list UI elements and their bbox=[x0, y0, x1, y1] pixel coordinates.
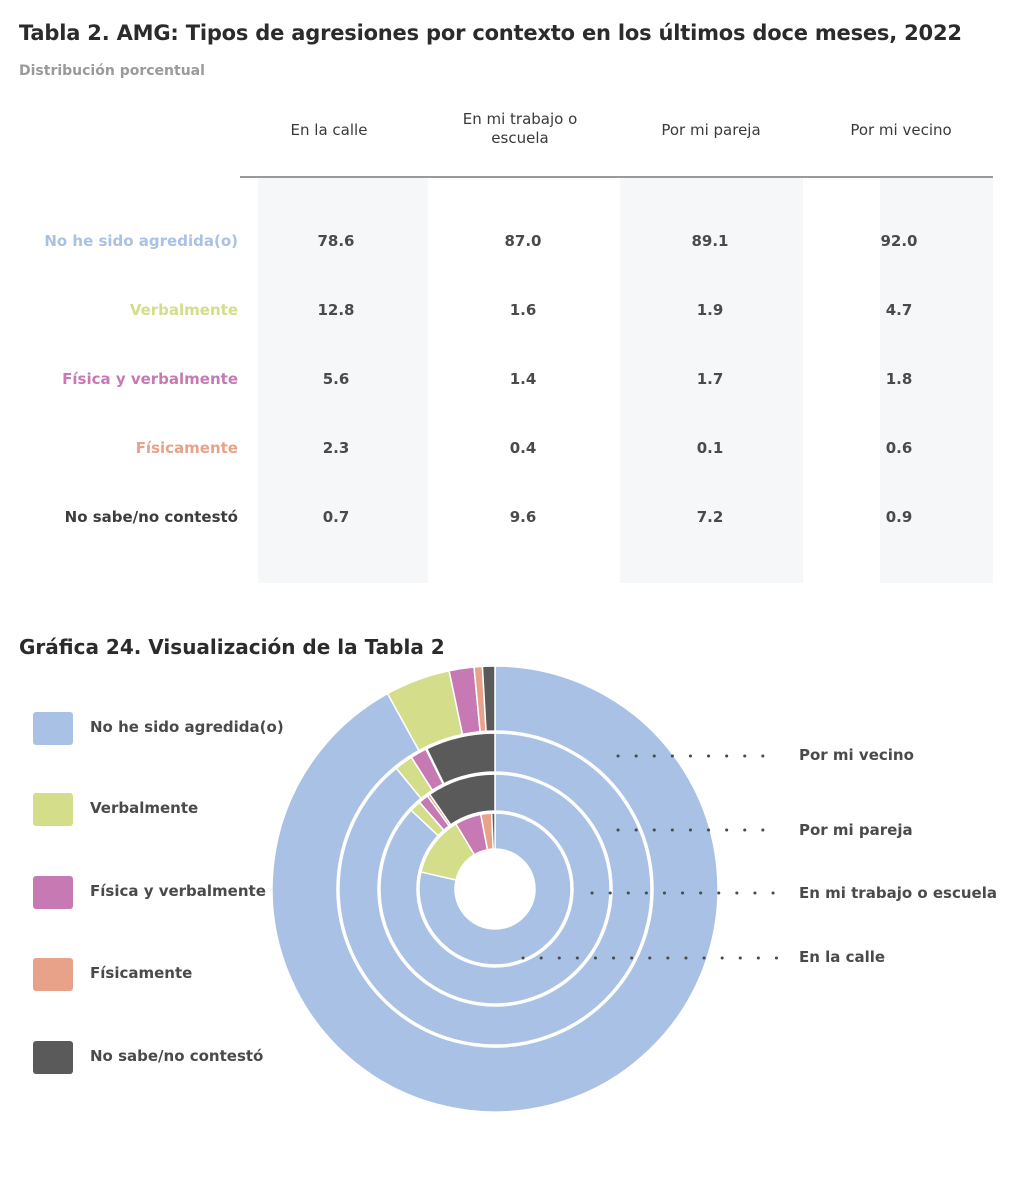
legend-swatch bbox=[33, 876, 73, 909]
table-cell: 78.6 bbox=[317, 232, 355, 250]
row-label: Física y verbalmente bbox=[62, 370, 238, 388]
donut-slice bbox=[490, 812, 496, 850]
table-cell: 0.4 bbox=[509, 439, 537, 457]
table-cell: 87.0 bbox=[504, 232, 542, 250]
legend-swatch bbox=[33, 958, 73, 991]
header-divider bbox=[240, 176, 993, 178]
table-cell: 4.7 bbox=[885, 301, 913, 319]
column-stripe-4 bbox=[880, 178, 993, 583]
legend-label: Verbalmente bbox=[90, 799, 199, 817]
table-cell: 12.8 bbox=[317, 301, 355, 319]
donut-slice bbox=[425, 732, 496, 785]
table-cell: 0.7 bbox=[322, 508, 350, 526]
legend-swatch bbox=[33, 793, 73, 826]
table-cell: 9.6 bbox=[509, 508, 537, 526]
legend-label: No he sido agredida(o) bbox=[90, 718, 284, 736]
table-cell: 1.9 bbox=[696, 301, 724, 319]
table-cell: 0.1 bbox=[696, 439, 724, 457]
table-cell: 5.6 bbox=[322, 370, 350, 388]
column-header-pareja: Por mi pareja bbox=[661, 121, 761, 139]
donut-slice bbox=[379, 773, 611, 1005]
table-cell: 7.2 bbox=[696, 508, 724, 526]
legend-label: Físicamente bbox=[90, 964, 193, 982]
legend-swatch bbox=[33, 712, 73, 745]
column-header-trabajo-escuela: En mi trabajo o escuela bbox=[462, 110, 578, 147]
column-stripe-1 bbox=[258, 178, 428, 583]
row-label: Físicamente bbox=[135, 439, 238, 457]
table-cell: 0.9 bbox=[885, 508, 913, 526]
table-title: Tabla 2. AMG: Tipos de agresiones por co… bbox=[19, 21, 962, 45]
table-cell: 2.3 bbox=[322, 439, 350, 457]
table-cell: 1.4 bbox=[509, 370, 537, 388]
table-cell: 1.8 bbox=[885, 370, 913, 388]
column-header-vecino: Por mi vecino bbox=[850, 121, 952, 139]
donut-slice bbox=[338, 732, 652, 1046]
ring-label-pareja: Por mi pareja bbox=[799, 821, 913, 839]
table-cell: 89.1 bbox=[691, 232, 729, 250]
ring-label-vecino: Por mi vecino bbox=[799, 746, 914, 764]
legend-label: Física y verbalmente bbox=[90, 882, 266, 900]
row-label: No he sido agredida(o) bbox=[44, 232, 238, 250]
row-label: No sabe/no contestó bbox=[64, 508, 238, 526]
legend-swatch bbox=[33, 1041, 73, 1074]
ring-label-trabajo: En mi trabajo o escuela bbox=[799, 884, 997, 902]
table-subtitle: Distribución porcentual bbox=[19, 63, 205, 79]
donut-slice bbox=[428, 773, 496, 826]
column-header-en-la-calle: En la calle bbox=[290, 121, 368, 139]
table-cell: 1.7 bbox=[696, 370, 724, 388]
column-stripe-3 bbox=[620, 178, 803, 583]
chart-title: Gráfica 24. Visualización de la Tabla 2 bbox=[19, 635, 445, 659]
donut-slice bbox=[481, 665, 496, 733]
donut-slice bbox=[418, 812, 572, 966]
donut-slice bbox=[271, 665, 719, 1113]
table-cell: 1.6 bbox=[509, 301, 537, 319]
table-cell: 0.6 bbox=[885, 439, 913, 457]
table-cell: 92.0 bbox=[880, 232, 918, 250]
row-label: Verbalmente bbox=[129, 301, 238, 319]
legend-label: No sabe/no contestó bbox=[90, 1047, 264, 1065]
ring-label-calle: En la calle bbox=[799, 948, 886, 966]
